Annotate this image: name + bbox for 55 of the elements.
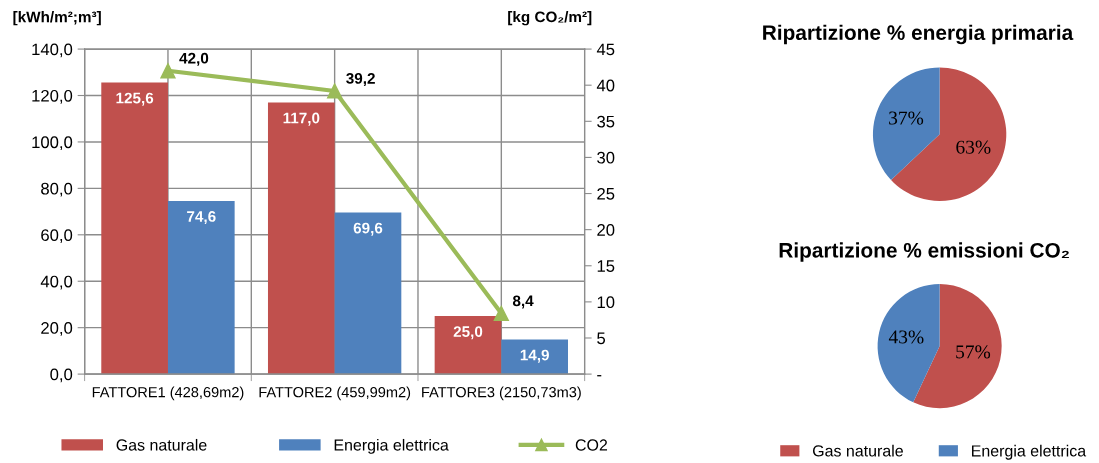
pie-slice xyxy=(872,67,940,180)
data-label: 14,9 xyxy=(520,349,549,363)
data-label: 43% xyxy=(888,330,924,344)
chart-title: Ripartizione % energia primaria xyxy=(763,24,1074,45)
y2-tick-label: 30 xyxy=(597,151,615,164)
bar xyxy=(167,200,235,375)
data-label: 39,2 xyxy=(346,72,375,86)
y2-tick-label: 5 xyxy=(597,332,606,345)
point xyxy=(160,63,176,79)
data-label: 125,6 xyxy=(116,92,154,106)
data-label: 57% xyxy=(956,345,991,359)
y2-tick-label: 35 xyxy=(597,115,615,128)
point xyxy=(327,83,343,99)
y-tick-label: 0,0 xyxy=(50,368,73,383)
legend-label: CO2 xyxy=(575,439,608,451)
y2-tick-label: 15 xyxy=(597,260,615,272)
bar xyxy=(101,82,168,375)
y2-axis-title: [kg CO₂/m²] xyxy=(508,11,592,26)
y2-tick-label: 40 xyxy=(596,79,615,92)
bar xyxy=(334,212,402,375)
data-label: 63% xyxy=(956,140,991,154)
pie-slice xyxy=(891,67,1007,201)
y-tick-label: 120,0 xyxy=(32,89,73,104)
y-tick-label: 80,0 xyxy=(41,182,73,197)
y-tick-label: 20,0 xyxy=(41,322,73,336)
point xyxy=(493,305,509,322)
data-label: 42,0 xyxy=(179,52,209,66)
data-label: 74,6 xyxy=(187,211,216,225)
data-label: 117,0 xyxy=(283,112,320,126)
data-label: 8,4 xyxy=(512,295,534,309)
y-tick-label: 40,0 xyxy=(40,275,73,290)
legend-label: Gas naturale xyxy=(812,444,903,457)
y-tick-label: 140,0 xyxy=(32,43,73,58)
legend-label: Energia elettrica xyxy=(972,444,1087,460)
y2-tick-label: - xyxy=(597,375,602,377)
x-tick-label: FATTORE1 (428,69m2) xyxy=(92,386,244,401)
legend-label: Energia elettrica xyxy=(334,438,449,454)
data-label: 69,6 xyxy=(353,222,383,236)
bar xyxy=(434,316,502,375)
y-tick-label: 100,0 xyxy=(32,136,73,151)
bar xyxy=(501,339,568,375)
y-tick-label: 60,0 xyxy=(41,229,73,243)
bar xyxy=(267,102,335,375)
y2-tick-label: 20 xyxy=(597,224,615,236)
chart-title: Ripartizione % emissioni CO₂ xyxy=(779,242,1069,262)
pie-slice xyxy=(877,284,940,403)
legend-label: Gas naturale xyxy=(116,438,207,451)
x-tick-label: FATTORE2 (459,99m2) xyxy=(259,386,411,401)
data-label: 25,0 xyxy=(453,326,483,340)
y-axis-title: [kWh/m²;m³] xyxy=(13,11,101,26)
data-label: 37% xyxy=(889,111,924,125)
y2-tick-label: 45 xyxy=(596,43,615,56)
x-tick-label: FATTORE3 (2150,73m3) xyxy=(422,386,581,401)
y2-tick-label: 25 xyxy=(597,187,615,200)
y2-tick-label: 10 xyxy=(597,296,615,309)
